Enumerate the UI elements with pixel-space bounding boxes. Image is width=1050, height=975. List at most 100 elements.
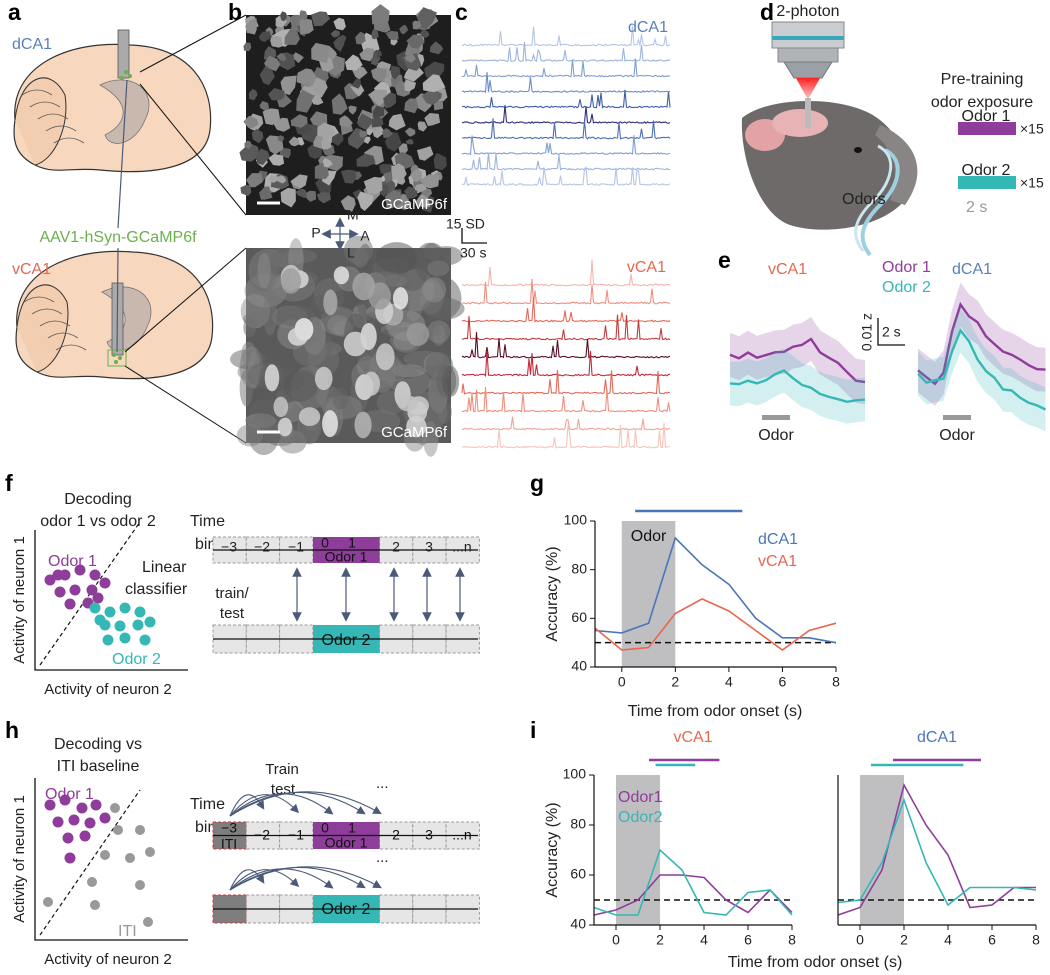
- train-test-arc: [229, 866, 382, 891]
- cell: [291, 52, 304, 64]
- zoom-line: [139, 83, 247, 216]
- legend-entry: Odor2: [618, 809, 663, 826]
- y-tick-label: 80: [571, 560, 587, 576]
- cell: [382, 128, 393, 139]
- label: dCA1: [952, 261, 992, 278]
- cell: [299, 18, 314, 35]
- texture: [257, 252, 271, 289]
- cell: [406, 322, 430, 347]
- cell: [258, 31, 271, 43]
- legend-entry: dCA1: [758, 531, 798, 548]
- brain-fold: [37, 113, 69, 120]
- virus-dot: [114, 360, 118, 364]
- cell: [404, 79, 417, 92]
- label: Odor 2: [962, 162, 1011, 179]
- dot-iti: [100, 850, 110, 860]
- scale-bar: [877, 318, 905, 346]
- cell: [350, 84, 365, 97]
- texture: [248, 412, 280, 456]
- cell: [371, 4, 390, 25]
- cell: [287, 327, 309, 346]
- cell: [295, 188, 307, 199]
- label: dCA1: [12, 36, 52, 53]
- cell: [406, 34, 425, 49]
- texture: [425, 351, 454, 381]
- cell: [390, 65, 401, 80]
- x-tick-label: 2: [671, 674, 679, 690]
- label: ...: [376, 775, 389, 792]
- label: Odor 1: [325, 835, 368, 851]
- train-test-arc: [229, 869, 265, 891]
- dot-iti: [125, 853, 135, 863]
- x-axis-label: Time from odor onset (s): [628, 703, 803, 720]
- zoom-line: [139, 14, 247, 73]
- sem-band: [730, 348, 865, 424]
- cell: [277, 417, 293, 437]
- cell: [311, 42, 331, 64]
- cell: [280, 11, 287, 22]
- cell: [354, 411, 372, 439]
- cell: [259, 186, 273, 200]
- cell: [412, 20, 422, 30]
- label: 2 s: [882, 324, 901, 340]
- trace: [461, 118, 671, 140]
- y-tick-label: 100: [563, 766, 587, 782]
- series-line: [837, 797, 1037, 907]
- chart-title: vCA1: [673, 729, 712, 746]
- cell: [424, 113, 441, 127]
- objective-tip: [783, 61, 833, 79]
- brain-fold: [31, 308, 63, 315]
- label: ...n: [452, 827, 471, 843]
- label: Pre-training: [941, 71, 1024, 88]
- texture: [375, 242, 418, 274]
- cell: [359, 47, 375, 62]
- cell: [280, 187, 296, 208]
- panel-letter: f: [5, 470, 13, 496]
- cell: [296, 68, 317, 87]
- label: ×15: [1020, 121, 1044, 137]
- cell: [371, 28, 379, 40]
- cell: [345, 54, 363, 71]
- dot-odor1: [68, 814, 80, 826]
- cell: [419, 174, 440, 189]
- cell: [352, 272, 376, 301]
- cell: [416, 7, 437, 30]
- cell: [388, 113, 406, 131]
- cell: [296, 89, 315, 113]
- trace: [461, 297, 671, 323]
- trace: [461, 166, 671, 187]
- trace: [461, 152, 670, 171]
- label: vCA1: [627, 259, 666, 276]
- cell: [404, 98, 419, 114]
- trace: [462, 278, 671, 305]
- label: 2 s: [966, 199, 987, 216]
- cell: [399, 25, 409, 35]
- label: 0: [321, 820, 329, 836]
- cell: [422, 74, 446, 93]
- label: A: [360, 228, 370, 244]
- label: 2: [392, 539, 400, 555]
- label: classifier: [125, 581, 188, 598]
- cell: [340, 195, 356, 212]
- trace: [461, 259, 671, 287]
- texture: [426, 260, 450, 277]
- cell: [398, 143, 408, 156]
- train-test-arc: [229, 794, 300, 817]
- dot-odor2: [119, 632, 131, 644]
- odor-marker: [943, 415, 971, 420]
- label: Linear: [142, 559, 187, 576]
- label: vCA1: [12, 261, 51, 278]
- cell: [416, 146, 434, 161]
- cell: [424, 61, 445, 83]
- series-line: [593, 848, 793, 916]
- x-tick-label: 0: [612, 932, 620, 948]
- dot-odor1: [92, 592, 104, 604]
- label: −2: [254, 827, 270, 843]
- x-tick-label: 8: [788, 932, 796, 948]
- dot-odor1: [59, 794, 71, 806]
- brain-fold: [53, 137, 85, 144]
- cell: [404, 127, 416, 137]
- texture: [353, 247, 369, 268]
- cell: [364, 136, 371, 144]
